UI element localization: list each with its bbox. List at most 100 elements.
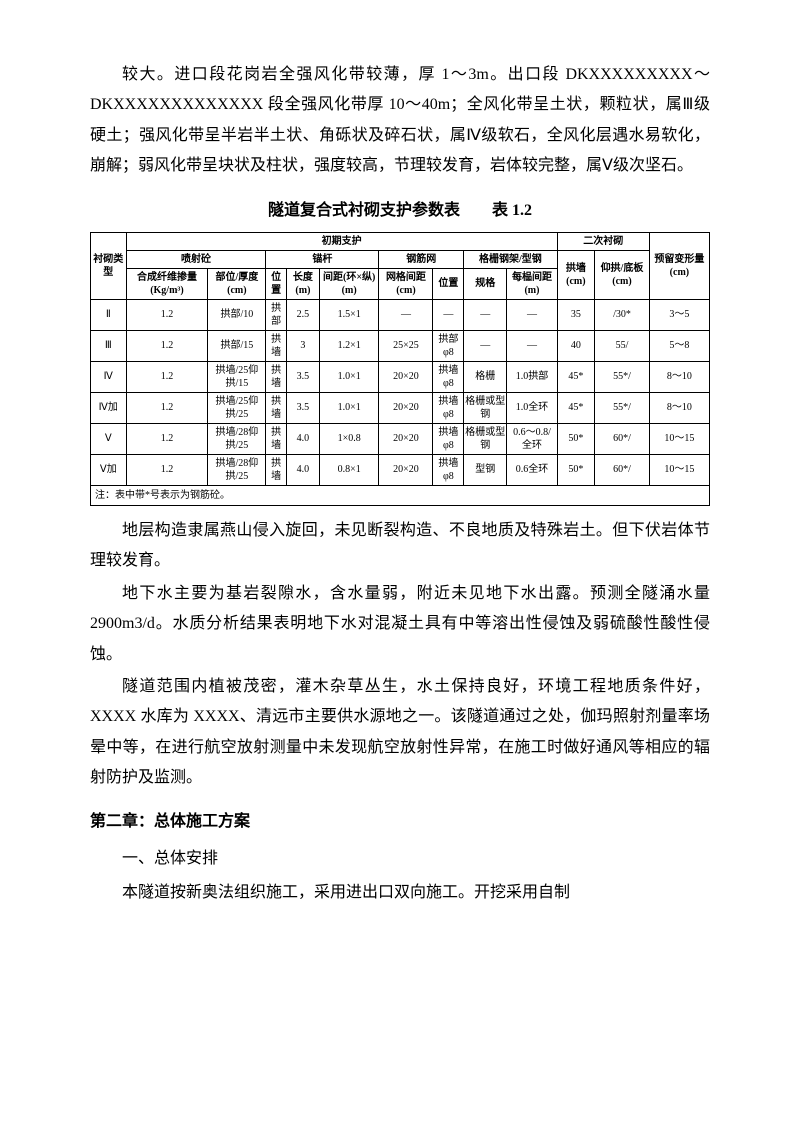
table-cell: 0.6全环 [507, 454, 557, 485]
th-frame: 格栅钢架/型钢 [464, 250, 557, 268]
table-cell: 拱墙 [266, 330, 287, 361]
table-cell: 1.2 [126, 299, 208, 330]
table-cell: 20×20 [379, 454, 433, 485]
th-invert: 仰拱/底板(cm) [595, 250, 650, 299]
lining-parameters-table: 衬砌类型 初期支护 二次衬砌 预留变形量(cm) 喷射砼 锚杆 钢筋网 格栅钢架… [90, 232, 710, 506]
th-spacing: 间距(环×纵)(m) [319, 268, 378, 299]
table-cell: 拱部/10 [208, 299, 266, 330]
table-cell: 拱墙 [266, 361, 287, 392]
table-cell: Ⅱ [91, 299, 127, 330]
table-cell: 拱墙 [266, 423, 287, 454]
table-cell: 1.5×1 [319, 299, 378, 330]
table-cell: 格栅或型钢 [464, 423, 507, 454]
table-cell: 8～10 [649, 392, 709, 423]
table-cell: 20×20 [379, 361, 433, 392]
th-mesh: 钢筋网 [379, 250, 464, 268]
th-initial: 初期支护 [126, 232, 557, 250]
table-cell: 0.8×1 [319, 454, 378, 485]
table-cell: 3.5 [286, 361, 319, 392]
table-cell: Ⅴ [91, 423, 127, 454]
chapter-heading: 第二章：总体施工方案 [90, 807, 710, 837]
section-heading: 一、总体安排 [90, 844, 710, 874]
table-cell: 1.0拱部 [507, 361, 557, 392]
table-cell: 55*/ [595, 361, 650, 392]
paragraph-intro: 较大。进口段花岗岩全强风化带较薄，厚 1～3m。出口段 DKXXXXXXXXX～… [90, 60, 710, 182]
table-cell: 1.2×1 [319, 330, 378, 361]
table-cell: 拱墙 φ8 [433, 454, 464, 485]
table-cell: 拱墙/25仰拱/15 [208, 361, 266, 392]
table-cell: 1.0全环 [507, 392, 557, 423]
table-cell: 格栅 [464, 361, 507, 392]
table-cell: 4.0 [286, 423, 319, 454]
paragraph-water: 地下水主要为基岩裂隙水，含水量弱，附近未见地下水出露。预测全隧涌水量 2900m… [90, 579, 710, 670]
table-cell: — [464, 330, 507, 361]
table-cell: 4.0 [286, 454, 319, 485]
table-cell: /30* [595, 299, 650, 330]
table-cell: 1.2 [126, 361, 208, 392]
table-cell: 拱墙/25仰拱/25 [208, 392, 266, 423]
th-meshsp: 网格间距(cm) [379, 268, 433, 299]
th-secondary: 二次衬砌 [557, 232, 649, 250]
table-body: Ⅱ1.2拱部/10拱部2.51.5×1————35/30*3～5Ⅲ1.2拱部/1… [91, 299, 710, 485]
table-cell: 0.6～0.8/全环 [507, 423, 557, 454]
table-cell: 55/ [595, 330, 650, 361]
table-cell: 拱墙 φ8 [433, 423, 464, 454]
th-shotcrete: 喷射砼 [126, 250, 266, 268]
table-cell: — [433, 299, 464, 330]
table-cell: 60*/ [595, 423, 650, 454]
table-cell: — [464, 299, 507, 330]
table-cell: Ⅳ加 [91, 392, 127, 423]
table-cell: 1.0×1 [319, 361, 378, 392]
table-cell: 1×0.8 [319, 423, 378, 454]
table-cell: 拱墙/28仰拱/25 [208, 423, 266, 454]
th-pos: 位置 [266, 268, 287, 299]
table-cell: 60*/ [595, 454, 650, 485]
table-cell: 拱墙 φ8 [433, 361, 464, 392]
table-cell: 50* [557, 423, 595, 454]
table-cell: — [379, 299, 433, 330]
th-fiber: 合成纤维掺量(Kg/m³) [126, 268, 208, 299]
table-cell: 拱墙 [266, 454, 287, 485]
table-cell: 45* [557, 361, 595, 392]
table-cell: 1.2 [126, 392, 208, 423]
table-cell: 8～10 [649, 361, 709, 392]
th-reserve: 预留变形量(cm) [649, 232, 709, 299]
table-cell: 拱墙 [266, 392, 287, 423]
th-wall: 拱墙(cm) [557, 250, 595, 299]
table-cell: Ⅲ [91, 330, 127, 361]
paragraph-method: 本隧道按新奥法组织施工，采用进出口双向施工。开挖采用自制 [90, 878, 710, 908]
table-cell: 20×20 [379, 423, 433, 454]
paragraph-environment: 隧道范围内植被茂密，灌木杂草丛生，水土保持良好，环境工程地质条件好，XXXX 水… [90, 672, 710, 794]
th-anchor: 锚杆 [266, 250, 379, 268]
table-cell: 10～15 [649, 454, 709, 485]
th-len: 长度(m) [286, 268, 319, 299]
table-cell: 拱部/15 [208, 330, 266, 361]
table-cell: 25×25 [379, 330, 433, 361]
table-cell: 格栅或型钢 [464, 392, 507, 423]
th-framesp: 每榀间距(m) [507, 268, 557, 299]
paragraph-geology: 地层构造隶属燕山侵入旋回，未见断裂构造、不良地质及特殊岩土。但下伏岩体节理较发育… [90, 516, 710, 577]
table-cell: 40 [557, 330, 595, 361]
table-row: Ⅲ1.2拱部/15拱墙31.2×125×25拱部 φ8——4055/5～8 [91, 330, 710, 361]
table-cell: 3～5 [649, 299, 709, 330]
table-cell: 1.2 [126, 454, 208, 485]
table-cell: 2.5 [286, 299, 319, 330]
table-cell: — [507, 299, 557, 330]
table-cell: Ⅴ加 [91, 454, 127, 485]
table-row: Ⅴ1.2拱墙/28仰拱/25拱墙4.01×0.820×20拱墙 φ8格栅或型钢0… [91, 423, 710, 454]
table-cell: 1.2 [126, 330, 208, 361]
table-cell: 45* [557, 392, 595, 423]
th-type: 衬砌类型 [91, 232, 127, 299]
th-part-thick: 部位/厚度(cm) [208, 268, 266, 299]
th-spec: 规格 [464, 268, 507, 299]
table-cell: 3.5 [286, 392, 319, 423]
table-cell: 1.2 [126, 423, 208, 454]
table-cell: 拱部 φ8 [433, 330, 464, 361]
table-cell: 型钢 [464, 454, 507, 485]
table-cell: 35 [557, 299, 595, 330]
table-cell: 5～8 [649, 330, 709, 361]
table-cell: 20×20 [379, 392, 433, 423]
table-cell: 55*/ [595, 392, 650, 423]
table-cell: — [507, 330, 557, 361]
table-title: 隧道复合式衬砌支护参数表 表 1.2 [90, 196, 710, 226]
